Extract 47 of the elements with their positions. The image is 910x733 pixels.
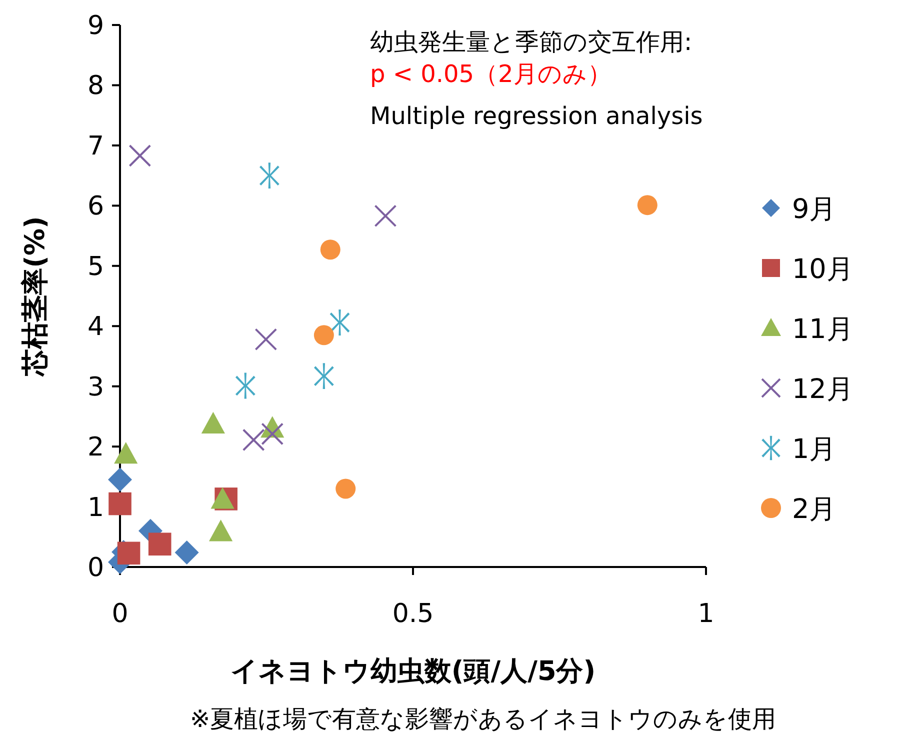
y-tick-label: 4	[87, 312, 104, 342]
point	[210, 487, 234, 509]
point	[174, 540, 199, 565]
point	[108, 468, 132, 492]
point	[108, 492, 132, 516]
point	[117, 542, 140, 565]
point	[374, 204, 397, 228]
y-tick-label: 0	[87, 553, 104, 583]
point	[314, 363, 334, 390]
y-tick-label: 7	[87, 131, 104, 162]
point	[254, 328, 278, 351]
x-tick-label: 0	[112, 599, 128, 629]
legend-label: 11月	[792, 314, 854, 345]
point	[242, 428, 265, 452]
y-tick-label: 5	[87, 252, 104, 282]
y-tick-label: 8	[87, 71, 104, 102]
point	[320, 240, 340, 260]
annotation: Multiple regression analysis	[370, 102, 703, 130]
point	[201, 412, 225, 434]
point	[208, 520, 233, 542]
point	[336, 478, 356, 499]
point	[114, 442, 138, 464]
y-tick-label: 1	[87, 492, 104, 523]
x-axis-title: イネヨトウ幼虫数(頭/人/5分)	[230, 656, 596, 687]
legend-label: 1月	[792, 434, 836, 465]
point	[128, 144, 152, 167]
point	[637, 195, 658, 216]
point	[314, 325, 334, 346]
legend-label: 2月	[792, 494, 836, 525]
x-tick-label: 0.5	[392, 599, 434, 629]
point	[148, 532, 172, 556]
x-tick-label: 1	[698, 599, 714, 629]
point	[235, 372, 256, 399]
y-tick-label: 2	[87, 432, 104, 463]
y-tick-label: 9	[87, 11, 104, 41]
annotation: p < 0.05（2月のみ）	[370, 60, 612, 88]
y-tick-label: 3	[87, 372, 104, 402]
legend-label: 12月	[792, 374, 854, 405]
point	[330, 310, 350, 336]
text: ※夏植ほ場で有意な影響があるイネヨトウのみを使用	[190, 705, 776, 733]
point	[259, 162, 280, 189]
point	[261, 422, 284, 446]
annotation: 幼虫発生量と季節の交互作用:	[370, 28, 692, 56]
legend-label: 9月	[792, 194, 836, 225]
y-tick-label: 6	[87, 192, 104, 222]
legend-label: 10月	[792, 254, 854, 285]
y-axis-title: 芯枯茎率(%)	[20, 216, 51, 377]
